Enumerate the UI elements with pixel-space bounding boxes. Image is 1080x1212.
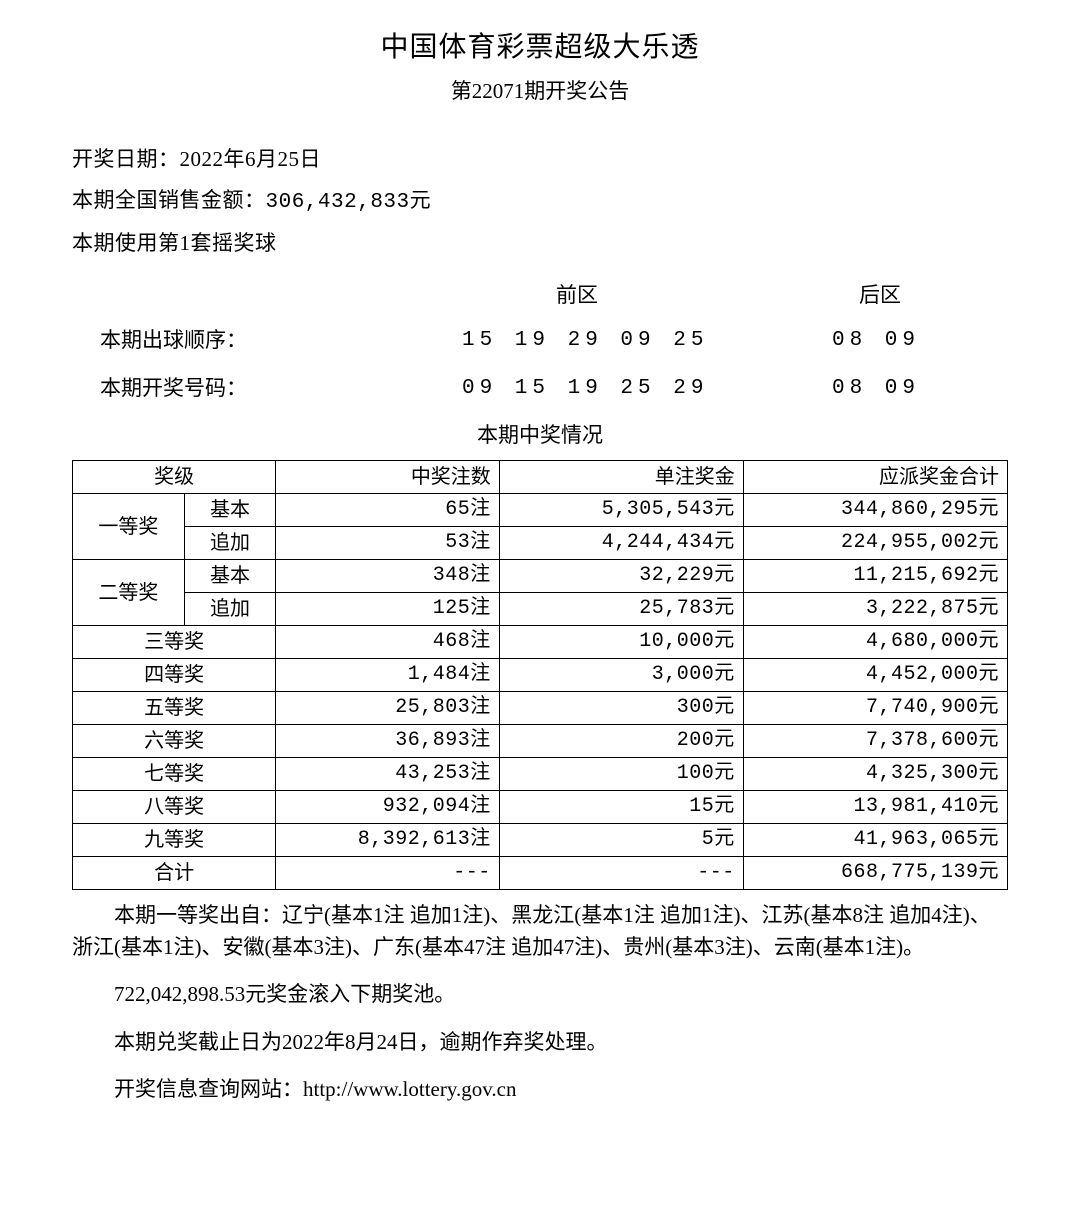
draw-order-back: 08 09: [752, 326, 1008, 355]
table-title: 本期中奖情况: [72, 421, 1008, 450]
table-row: 七等奖43,253注100元4,325,300元: [73, 758, 1008, 791]
page-title: 中国体育彩票超级大乐透: [72, 28, 1008, 67]
draw-date-value: 2022年6月25日: [180, 147, 322, 171]
notes-section: 本期一等奖出自：辽宁(基本1注 追加1注)、黑龙江(基本1注 追加1注)、江苏(…: [72, 900, 1008, 1106]
draw-order-label: 本期出球顺序：: [72, 326, 402, 355]
amount-cell: ---: [499, 857, 743, 890]
tickets-cell: 348注: [276, 560, 500, 593]
tickets-cell: 468注: [276, 626, 500, 659]
table-row: 九等奖8,392,613注5元41,963,065元: [73, 824, 1008, 857]
tickets-cell: 1,484注: [276, 659, 500, 692]
winners-note: 本期一等奖出自：辽宁(基本1注 追加1注)、黑龙江(基本1注 追加1注)、江苏(…: [72, 900, 1008, 963]
sales-label: 本期全国销售金额：: [72, 188, 266, 212]
amount-cell: 5元: [499, 824, 743, 857]
issue-subtitle: 第22071期开奖公告: [72, 77, 1008, 106]
tickets-cell: 125注: [276, 593, 500, 626]
prize-sub: 基本: [184, 560, 275, 593]
prize-level: 九等奖: [73, 824, 276, 857]
winning-front: 09 15 19 25 29: [402, 374, 752, 403]
sales-line: 本期全国销售金额：306,432,833元: [72, 186, 1008, 217]
amount-cell: 15元: [499, 791, 743, 824]
prize-level: 八等奖: [73, 791, 276, 824]
col-total: 应派奖金合计: [743, 461, 1007, 494]
prize-level: 一等奖: [73, 494, 185, 560]
amount-cell: 5,305,543元: [499, 494, 743, 527]
draw-date-label: 开奖日期：: [72, 147, 180, 171]
winning-label: 本期开奖号码：: [72, 374, 402, 403]
total-cell: 4,680,000元: [743, 626, 1007, 659]
winning-row: 本期开奖号码： 09 15 19 25 29 08 09: [72, 374, 1008, 403]
prize-level: 三等奖: [73, 626, 276, 659]
total-cell: 11,215,692元: [743, 560, 1007, 593]
tickets-cell: 36,893注: [276, 725, 500, 758]
col-amount: 单注奖金: [499, 461, 743, 494]
amount-cell: 32,229元: [499, 560, 743, 593]
col-level: 奖级: [73, 461, 276, 494]
prize-table: 奖级 中奖注数 单注奖金 应派奖金合计 一等奖基本65注5,305,543元34…: [72, 460, 1008, 890]
prize-level: 五等奖: [73, 692, 276, 725]
tickets-cell: 25,803注: [276, 692, 500, 725]
total-cell: 344,860,295元: [743, 494, 1007, 527]
total-cell: 41,963,065元: [743, 824, 1007, 857]
total-cell: 7,740,900元: [743, 692, 1007, 725]
total-cell: 668,775,139元: [743, 857, 1007, 890]
table-row: 合计------668,775,139元: [73, 857, 1008, 890]
table-row: 二等奖基本348注32,229元11,215,692元: [73, 560, 1008, 593]
table-row: 一等奖基本65注5,305,543元344,860,295元: [73, 494, 1008, 527]
tickets-cell: 65注: [276, 494, 500, 527]
prize-sub: 基本: [184, 494, 275, 527]
amount-cell: 4,244,434元: [499, 527, 743, 560]
total-cell: 7,378,600元: [743, 725, 1007, 758]
amount-cell: 3,000元: [499, 659, 743, 692]
table-row: 追加125注25,783元3,222,875元: [73, 593, 1008, 626]
zone-header: 前区 后区: [72, 281, 1008, 310]
table-row: 八等奖932,094注15元13,981,410元: [73, 791, 1008, 824]
draw-date-line: 开奖日期：2022年6月25日: [72, 145, 1008, 174]
table-row: 五等奖25,803注300元7,740,900元: [73, 692, 1008, 725]
rollover-note: 722,042,898.53元奖金滚入下期奖池。: [72, 979, 1008, 1011]
deadline-note: 本期兑奖截止日为2022年8月24日，逾期作弃奖处理。: [72, 1027, 1008, 1059]
total-cell: 3,222,875元: [743, 593, 1007, 626]
amount-cell: 300元: [499, 692, 743, 725]
website-note: 开奖信息查询网站：http://www.lottery.gov.cn: [72, 1074, 1008, 1106]
info-block: 开奖日期：2022年6月25日 本期全国销售金额：306,432,833元 本期…: [72, 145, 1008, 259]
prize-level: 四等奖: [73, 659, 276, 692]
table-header-row: 奖级 中奖注数 单注奖金 应派奖金合计: [73, 461, 1008, 494]
front-zone-label: 前区: [402, 281, 752, 310]
prize-level: 六等奖: [73, 725, 276, 758]
tickets-cell: 932,094注: [276, 791, 500, 824]
winning-back: 08 09: [752, 374, 1008, 403]
prize-sub: 追加: [184, 527, 275, 560]
numbers-section: 前区 后区 本期出球顺序： 15 19 29 09 25 08 09 本期开奖号…: [72, 281, 1008, 403]
amount-cell: 10,000元: [499, 626, 743, 659]
total-cell: 4,452,000元: [743, 659, 1007, 692]
total-cell: 13,981,410元: [743, 791, 1007, 824]
prize-sub: 追加: [184, 593, 275, 626]
ball-set-line: 本期使用第1套摇奖球: [72, 229, 1008, 258]
tickets-cell: 8,392,613注: [276, 824, 500, 857]
back-zone-label: 后区: [752, 281, 1008, 310]
total-cell: 224,955,002元: [743, 527, 1007, 560]
draw-order-front: 15 19 29 09 25: [402, 326, 752, 355]
table-row: 三等奖468注10,000元4,680,000元: [73, 626, 1008, 659]
prize-level: 二等奖: [73, 560, 185, 626]
total-cell: 4,325,300元: [743, 758, 1007, 791]
tickets-cell: ---: [276, 857, 500, 890]
col-tickets: 中奖注数: [276, 461, 500, 494]
prize-level: 合计: [73, 857, 276, 890]
table-row: 追加53注4,244,434元224,955,002元: [73, 527, 1008, 560]
amount-cell: 200元: [499, 725, 743, 758]
tickets-cell: 53注: [276, 527, 500, 560]
table-row: 六等奖36,893注200元7,378,600元: [73, 725, 1008, 758]
sales-amount: 306,432,833元: [266, 191, 432, 214]
draw-order-row: 本期出球顺序： 15 19 29 09 25 08 09: [72, 326, 1008, 355]
table-row: 四等奖1,484注3,000元4,452,000元: [73, 659, 1008, 692]
amount-cell: 100元: [499, 758, 743, 791]
tickets-cell: 43,253注: [276, 758, 500, 791]
prize-level: 七等奖: [73, 758, 276, 791]
amount-cell: 25,783元: [499, 593, 743, 626]
